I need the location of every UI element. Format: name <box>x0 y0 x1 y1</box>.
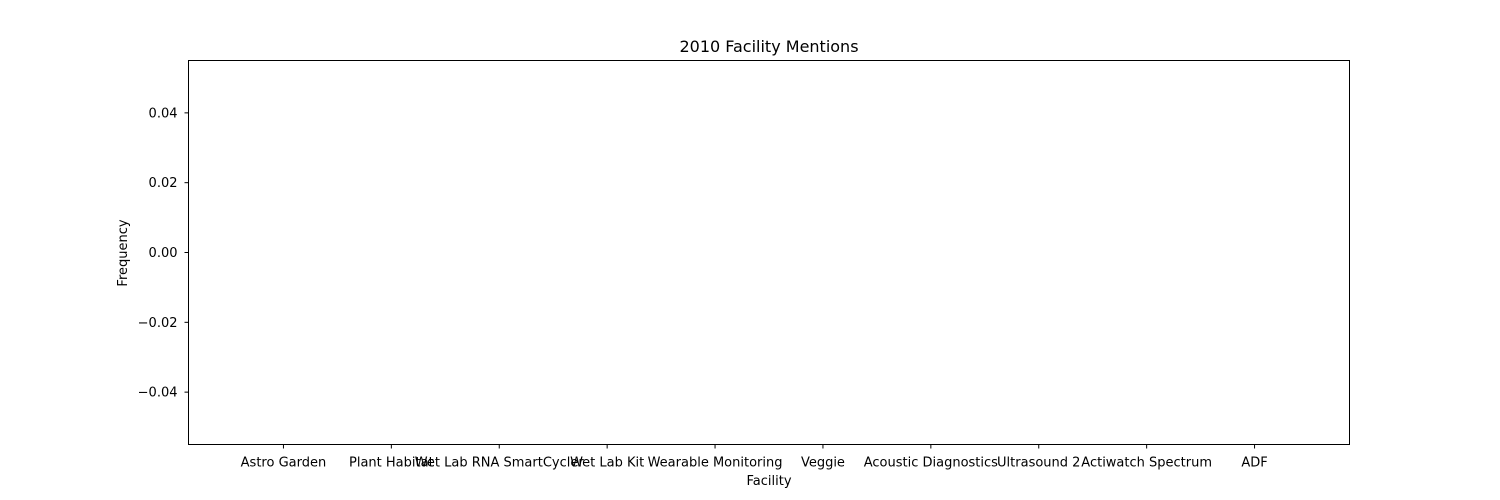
x-tick-label: Veggie <box>801 456 845 471</box>
chart-title: 2010 Facility Mentions <box>679 37 858 56</box>
x-tick-label: Actiwatch Spectrum <box>1081 456 1212 471</box>
y-tick-label: −0.04 <box>138 386 178 401</box>
x-tick-label: ADF <box>1241 456 1267 471</box>
y-tick-label: −0.02 <box>138 316 178 331</box>
x-tick-label: Wearable Monitoring <box>648 456 783 471</box>
x-tick-label: Wet Lab RNA SmartCycler <box>415 456 585 471</box>
y-tick-label: 0.02 <box>149 176 178 191</box>
y-tick-label: 0.04 <box>149 106 178 121</box>
x-tick-label: Ultrasound 2 <box>997 456 1080 471</box>
x-tick-label: Wet Lab Kit <box>570 456 644 471</box>
y-axis-label: Frequency <box>116 219 131 286</box>
y-axis-ticks: 0.04 0.02 0.00 −0.02 −0.04 <box>138 106 189 401</box>
x-tick-label: Astro Garden <box>241 456 327 471</box>
y-tick-label: 0.00 <box>149 246 178 261</box>
x-tick-label: Acoustic Diagnostics <box>864 456 998 471</box>
x-tick-label: Plant Habitat <box>349 456 434 471</box>
x-axis-label: Facility <box>746 474 791 489</box>
